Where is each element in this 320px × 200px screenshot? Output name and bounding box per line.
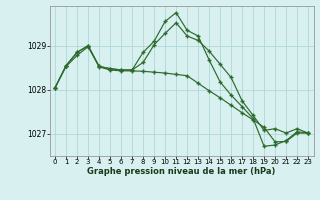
X-axis label: Graphe pression niveau de la mer (hPa): Graphe pression niveau de la mer (hPa) bbox=[87, 167, 276, 176]
